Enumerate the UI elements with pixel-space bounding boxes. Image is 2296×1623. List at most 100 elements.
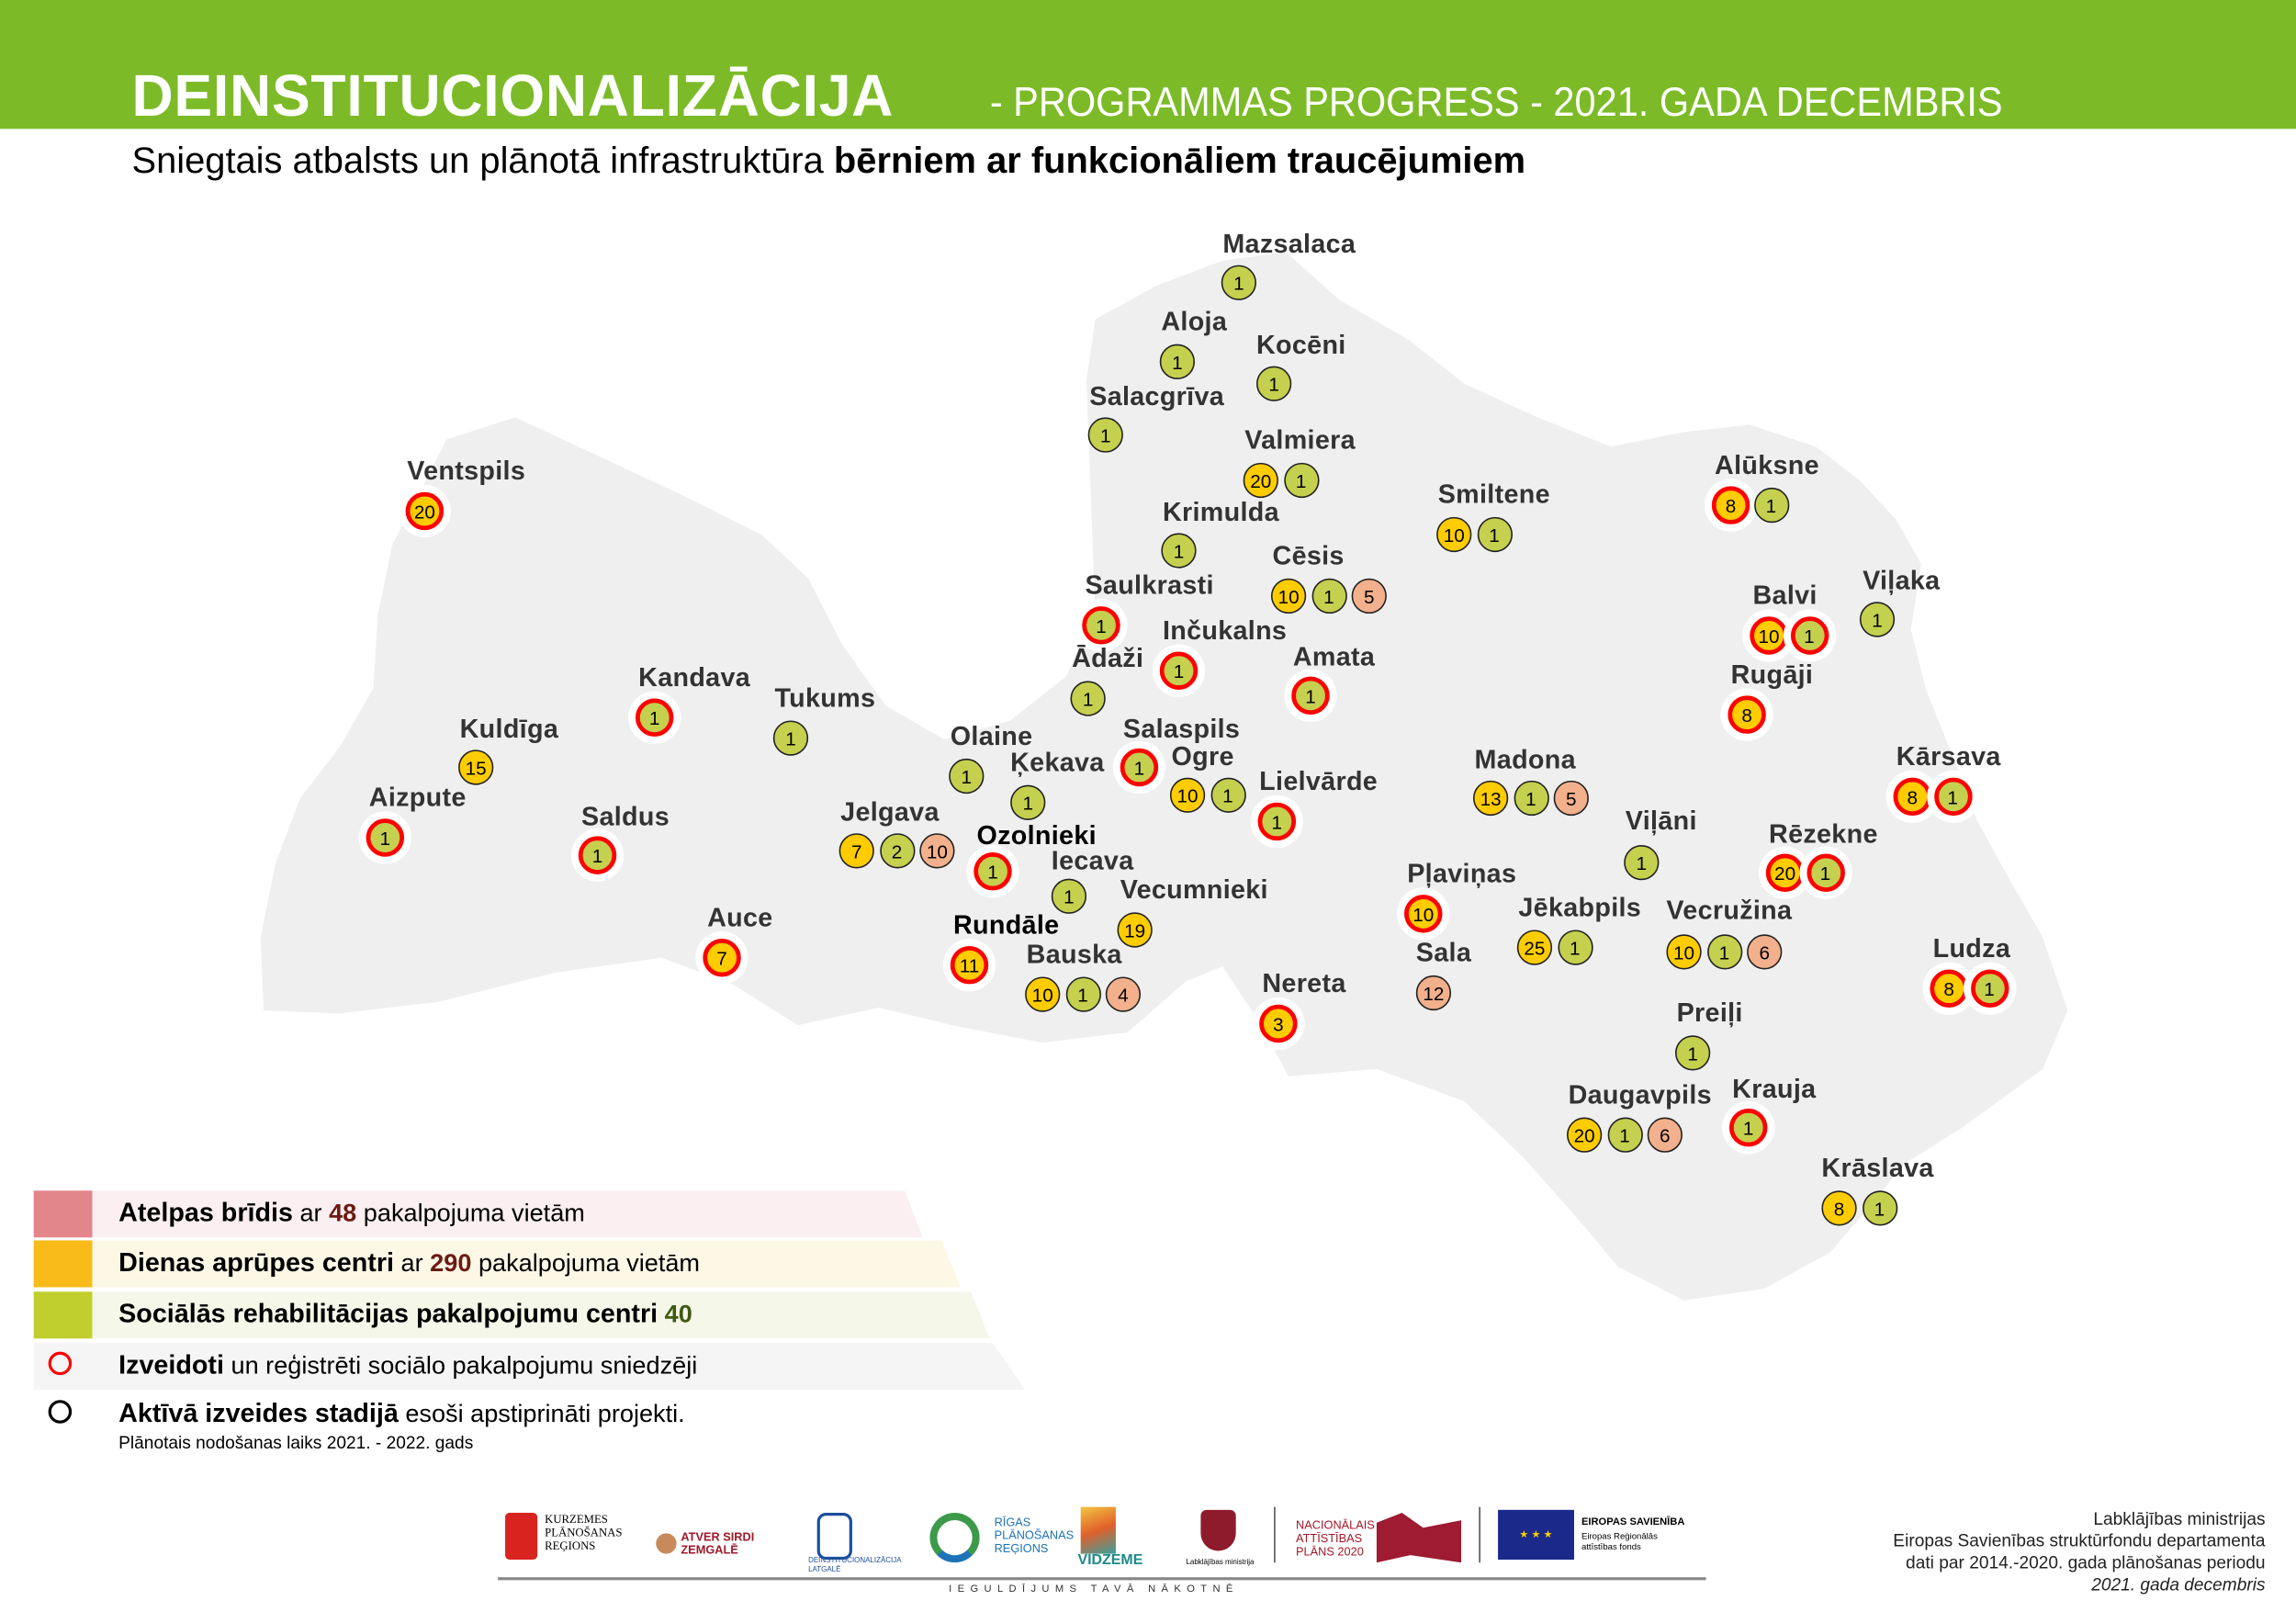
respite-count-badge: 10: [919, 833, 955, 869]
rehab-count-badge: 1: [974, 851, 1012, 891]
rehab-count-badge: 1: [1674, 1035, 1711, 1071]
respite-count-badge: 6: [1647, 1117, 1683, 1153]
legend-rehab-text: Sociālās rehabilitācijas pakalpojumu cen…: [118, 1299, 692, 1329]
credits-line: dati par 2014.-2020. gada plānošanas per…: [1906, 1552, 2266, 1573]
city-label: Ventspils: [407, 456, 526, 486]
respite-count-badge: 12: [1415, 975, 1452, 1011]
respite-count-badge: 4: [1105, 976, 1142, 1012]
subtitle: Sniegtais atbalsts un plānotā infrastruk…: [131, 141, 1525, 183]
rehab-count-badge: 1: [1291, 676, 1330, 716]
day-count-badge: 10: [1666, 934, 1702, 970]
day-count-badge: 8: [1930, 969, 1968, 1008]
main-title: DEINSTITUCIONALIZĀCIJA: [131, 64, 895, 130]
day-count-badge: 10: [1025, 976, 1061, 1012]
rehab-count-badge: 1: [366, 818, 405, 857]
city-label: Bauska: [1026, 939, 1122, 969]
city-label: Krimulda: [1162, 497, 1279, 527]
riga-logo-text: RĪGAS PLĀNOŠANAS REĢIONS: [994, 1516, 1075, 1556]
day-count-badge: 19: [1117, 912, 1153, 948]
kurzeme-lion-icon: [505, 1513, 538, 1561]
day-count-badge: 20: [1567, 1117, 1603, 1153]
city-label: Mazsalaca: [1222, 229, 1356, 259]
respite-count-badge: 6: [1747, 934, 1783, 970]
latvia-flag-map-icon: [1376, 1513, 1462, 1563]
city-label: Ķekava: [1010, 747, 1105, 777]
city-label: Rēzekne: [1769, 819, 1878, 849]
city-label: Pļaviņas: [1407, 859, 1517, 889]
rehab-count-badge: 1: [1806, 853, 1845, 892]
tagline: IEGULDĪJUMS TAVĀ NĀKOTNĒ: [949, 1584, 1239, 1595]
rehab-count-badge: 1: [1970, 969, 2009, 1008]
rehab-count-badge: 1: [1257, 802, 1297, 841]
day-count-badge: 10: [1750, 616, 1788, 655]
city-label: Viļāni: [1625, 806, 1697, 836]
partner-logos: KURZEMES PLĀNOŠANAS REĢIONS ATVER SIRDI …: [498, 1501, 1706, 1604]
zemgale-heart-icon: [656, 1533, 677, 1554]
rehab-count-badge: 1: [1161, 533, 1197, 569]
credits-date: 2021. gada decembris: [2091, 1573, 2266, 1595]
eu-logo-title: EIROPAS SAVIENĪBA: [1581, 1516, 1685, 1527]
day-count-badge: 10: [1169, 777, 1206, 813]
zemgale-logo-text: ATVER SIRDI ZEMGALĒ: [681, 1530, 755, 1557]
rehab-count-badge: 1: [1624, 844, 1660, 881]
day-count-badge: 20: [1765, 853, 1805, 892]
rehab-count-badge: 1: [1753, 487, 1789, 524]
rehab-count-badge: 1: [1476, 516, 1513, 553]
city-label: Vecružina: [1666, 895, 1793, 925]
city-label: Viļaka: [1863, 566, 1941, 596]
city-label: Jelgava: [840, 797, 940, 828]
rehab-count-badge: 1: [1859, 602, 1896, 637]
rehab-count-badge: 1: [1606, 1117, 1643, 1153]
city-label: Aizpute: [368, 783, 467, 813]
day-count-badge: 8: [1821, 1190, 1857, 1226]
data-source-credits: Labklājības ministrijas Eiropas Savienīb…: [1893, 1508, 2265, 1596]
city-label: Alūksne: [1715, 450, 1819, 480]
city-label: Sala: [1415, 938, 1472, 968]
day-count-badge: 10: [1436, 516, 1472, 553]
city-label: Krauja: [1732, 1074, 1817, 1104]
rehab-count-badge: 1: [1862, 1190, 1897, 1226]
day-count-badge: 25: [1516, 930, 1553, 965]
latgale-logo-icon: [816, 1513, 852, 1561]
city-label: Ludza: [1932, 933, 2011, 964]
black-ring-icon: [48, 1400, 73, 1424]
rehab-count-badge: 1: [1210, 777, 1246, 813]
rehab-count-badge: 1: [1159, 344, 1196, 379]
coat-of-arms-icon: [1200, 1509, 1236, 1551]
rehab-count-badge: 1: [578, 836, 617, 874]
rehab-swatch: [33, 1291, 93, 1339]
day-count-badge: 10: [1404, 895, 1443, 933]
legend-respite-text: Atelpas brīdis ar 48 pakalpojuma vietām: [118, 1198, 585, 1228]
day-count-badge: 8: [1711, 486, 1750, 524]
rehab-count-badge: 1: [1255, 366, 1292, 401]
rehab-count-badge: 1: [1064, 976, 1101, 1012]
city-label: Kuldīga: [459, 714, 559, 744]
respite-swatch: [33, 1190, 93, 1238]
rehab-count-badge: 1: [1283, 462, 1319, 499]
rehab-count-badge: 1: [1159, 651, 1199, 690]
rehab-count-badge: 1: [1082, 606, 1120, 645]
nap-logo-text: NACIONĀLAIS ATTĪSTĪBAS PLĀNS 2020: [1296, 1518, 1375, 1559]
day-count-badge: 7: [703, 939, 741, 977]
eu-fund-text: Eiropas Reģionālās attīstības fonds: [1581, 1533, 1658, 1553]
title-subheading: - PROGRAMMAS PROGRESS - 2021. GADA DECEM…: [989, 79, 2003, 125]
latgale-logo-text: DEINSTITUCIONALIZĀCIJA LATGALĒ: [808, 1556, 902, 1574]
legend-day-text: Dienas aprūpes centri ar 290 pakalpojuma…: [118, 1247, 701, 1278]
respite-count-badge: 5: [1351, 578, 1387, 614]
rehab-count-badge: 1: [1120, 748, 1159, 787]
rehab-count-badge: 1: [1070, 681, 1106, 716]
rehab-count-badge: 1: [1706, 934, 1742, 970]
logo-divider: [1479, 1506, 1480, 1563]
credits-line: Labklājības ministrijas: [2093, 1508, 2266, 1529]
city-label: Daugavpils: [1568, 1079, 1712, 1110]
subtitle-bold: bērniem ar funkcionāliem traucējumiem: [833, 141, 1526, 182]
rehab-count-badge: 1: [1051, 878, 1087, 914]
riga-logo-icon: [929, 1513, 980, 1563]
legend-band: [33, 1343, 1026, 1391]
city-label: Olaine: [950, 721, 1033, 751]
city-label: Salacgrīva: [1089, 381, 1225, 411]
city-label: Preiļi: [1676, 997, 1743, 1028]
city-label: Salaspils: [1122, 714, 1241, 744]
city-label: Amata: [1292, 642, 1376, 672]
